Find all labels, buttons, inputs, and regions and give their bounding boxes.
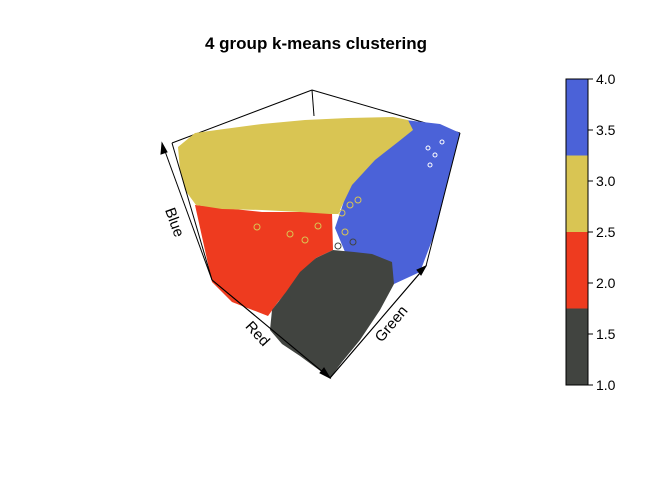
colorbar-band-3 xyxy=(566,155,588,232)
colorbar-band-1 xyxy=(566,308,588,385)
blue-axis-arrow xyxy=(161,142,213,281)
outlier-point xyxy=(349,238,357,246)
colorbar-band-4 xyxy=(566,79,588,156)
colorbar-tick-label: 2.5 xyxy=(596,224,616,240)
outlier-point xyxy=(286,230,294,238)
outlier-point xyxy=(283,294,291,302)
outlier-point xyxy=(253,223,261,231)
colorbar-band-2 xyxy=(566,232,588,309)
outlier-point xyxy=(427,162,433,168)
colorbar-tick-label: 3.5 xyxy=(596,122,616,138)
red-axis-arrow xyxy=(211,279,331,379)
colorbar-tick-label: 3.0 xyxy=(596,173,616,189)
colorbar-tick-label: 4.0 xyxy=(596,71,616,87)
colorbar: 1.0 1.5 2.0 2.5 3.0 3.5 4.0 xyxy=(565,71,616,393)
cluster-4-blue xyxy=(335,120,460,284)
cube-edge xyxy=(311,89,315,117)
cluster-1-dark xyxy=(270,250,394,378)
outlier-point xyxy=(346,201,354,209)
outlier-point xyxy=(341,228,349,236)
axis-arrows xyxy=(160,141,428,380)
outlier-point xyxy=(432,152,438,158)
outlier-point xyxy=(334,242,342,250)
axis-label-blue: Blue xyxy=(161,205,187,239)
cluster-2-red xyxy=(195,205,333,316)
colorbar-tick-label: 1.0 xyxy=(596,377,616,393)
cube-edge xyxy=(171,142,213,281)
green-axis-arrow xyxy=(329,265,427,379)
green-axis-arrowhead xyxy=(416,264,428,276)
outlier-point xyxy=(338,209,346,217)
cluster-regions xyxy=(178,117,460,378)
outlier-point xyxy=(314,222,322,230)
cube-edge xyxy=(425,132,461,267)
colorbar-tick-label: 1.5 xyxy=(596,326,616,342)
blue-axis-arrowhead xyxy=(160,141,168,155)
outlier-point xyxy=(439,139,445,145)
axis-label-red: Red xyxy=(242,318,273,350)
chart-title: 4 group k-means clustering xyxy=(205,34,427,53)
red-axis-arrowhead xyxy=(319,367,332,380)
colorbar-tick-label: 2.0 xyxy=(596,275,616,291)
outlier-point xyxy=(425,145,431,151)
outlier-point xyxy=(301,236,309,244)
outlier-points xyxy=(253,139,445,302)
cluster-3-yellow xyxy=(178,117,413,214)
outlier-point xyxy=(354,196,362,204)
